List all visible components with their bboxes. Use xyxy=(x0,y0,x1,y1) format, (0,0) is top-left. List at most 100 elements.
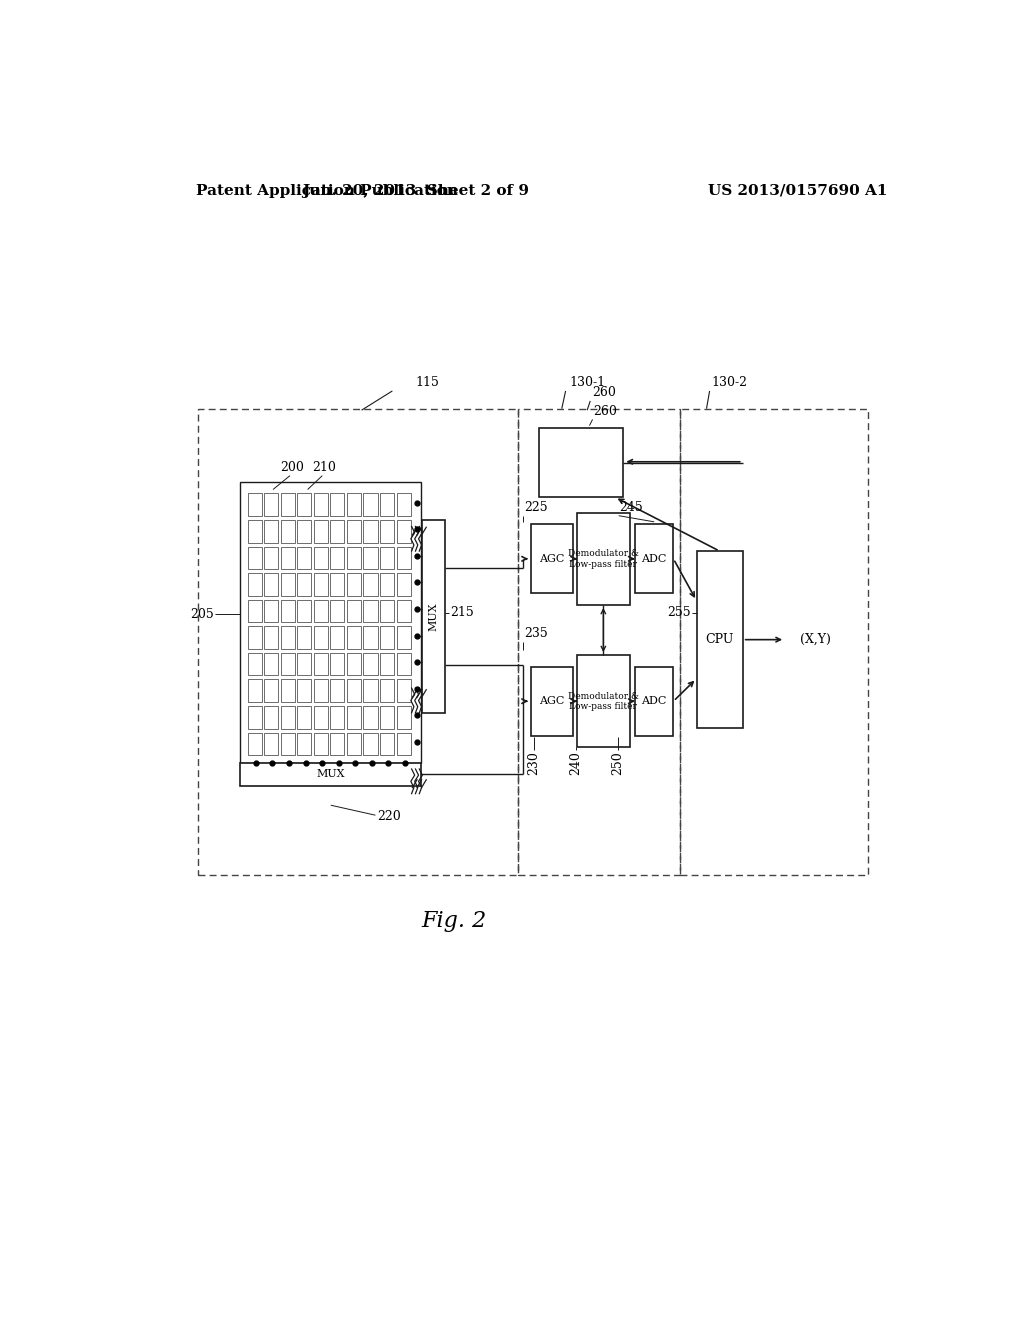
Bar xyxy=(347,546,361,569)
Bar xyxy=(248,546,262,569)
Bar xyxy=(539,428,624,498)
Bar xyxy=(313,680,328,702)
Text: 115: 115 xyxy=(416,376,439,389)
Text: 130-1: 130-1 xyxy=(569,376,605,389)
Bar xyxy=(680,409,868,875)
Bar xyxy=(380,520,394,543)
Text: Fig. 2: Fig. 2 xyxy=(421,909,486,932)
Bar xyxy=(396,599,411,622)
Text: US 2013/0157690 A1: US 2013/0157690 A1 xyxy=(708,183,888,198)
Text: 200: 200 xyxy=(281,461,304,474)
Bar xyxy=(331,626,344,649)
Bar xyxy=(380,494,394,516)
Bar xyxy=(281,626,295,649)
Bar xyxy=(635,524,674,594)
Bar xyxy=(364,626,378,649)
Text: 240: 240 xyxy=(569,751,582,775)
Text: MUX: MUX xyxy=(316,770,345,779)
Bar xyxy=(199,409,518,875)
Bar xyxy=(313,546,328,569)
Bar xyxy=(281,546,295,569)
Bar xyxy=(281,706,295,729)
Bar xyxy=(380,653,394,676)
Bar xyxy=(297,733,311,755)
Bar xyxy=(396,626,411,649)
Bar xyxy=(364,653,378,676)
Bar xyxy=(248,494,262,516)
Bar xyxy=(264,706,279,729)
Bar xyxy=(281,494,295,516)
Bar xyxy=(578,512,630,605)
Bar xyxy=(264,494,279,516)
Bar xyxy=(248,573,262,595)
Bar xyxy=(297,520,311,543)
Bar xyxy=(313,573,328,595)
Bar xyxy=(396,546,411,569)
Bar xyxy=(396,680,411,702)
Text: Patent Application Publication: Patent Application Publication xyxy=(196,183,458,198)
Bar xyxy=(281,653,295,676)
Bar xyxy=(380,733,394,755)
Bar xyxy=(281,680,295,702)
Bar xyxy=(313,626,328,649)
Text: 260: 260 xyxy=(593,405,617,418)
Bar xyxy=(347,733,361,755)
Bar xyxy=(347,599,361,622)
Bar xyxy=(396,494,411,516)
Bar xyxy=(248,626,262,649)
Bar xyxy=(281,573,295,595)
Bar xyxy=(364,520,378,543)
Bar xyxy=(518,409,680,875)
Bar xyxy=(364,494,378,516)
Bar xyxy=(364,573,378,595)
Text: 130-2: 130-2 xyxy=(712,376,748,389)
Bar xyxy=(396,573,411,595)
Bar xyxy=(364,599,378,622)
Text: AGC: AGC xyxy=(540,696,565,706)
Bar xyxy=(396,706,411,729)
Bar xyxy=(380,599,394,622)
Bar xyxy=(240,763,421,785)
Bar xyxy=(297,653,311,676)
Bar xyxy=(364,680,378,702)
Bar xyxy=(380,706,394,729)
Bar xyxy=(248,599,262,622)
Bar xyxy=(297,680,311,702)
Bar xyxy=(364,733,378,755)
Bar xyxy=(313,599,328,622)
Bar xyxy=(380,626,394,649)
Bar xyxy=(396,520,411,543)
Bar xyxy=(578,655,630,747)
Text: 225: 225 xyxy=(524,502,548,515)
Bar xyxy=(264,733,279,755)
Bar xyxy=(240,482,421,763)
Bar xyxy=(331,706,344,729)
Text: 215: 215 xyxy=(451,606,474,619)
Bar xyxy=(281,599,295,622)
Bar xyxy=(347,520,361,543)
Bar xyxy=(364,706,378,729)
Text: Jun. 20, 2013  Sheet 2 of 9: Jun. 20, 2013 Sheet 2 of 9 xyxy=(302,183,529,198)
Bar xyxy=(313,520,328,543)
Bar xyxy=(264,573,279,595)
Bar xyxy=(347,706,361,729)
Bar xyxy=(331,494,344,516)
Bar xyxy=(347,680,361,702)
Bar xyxy=(531,524,573,594)
Text: Demodulator &
Low-pass filter: Demodulator & Low-pass filter xyxy=(568,549,639,569)
Bar xyxy=(347,573,361,595)
Bar xyxy=(331,599,344,622)
Text: MUX: MUX xyxy=(428,602,438,631)
Bar xyxy=(264,520,279,543)
Text: 245: 245 xyxy=(620,502,643,515)
Bar xyxy=(331,680,344,702)
Bar xyxy=(347,626,361,649)
Bar xyxy=(396,733,411,755)
Text: CPU: CPU xyxy=(706,634,734,647)
Bar xyxy=(313,653,328,676)
Bar xyxy=(347,653,361,676)
Bar xyxy=(313,494,328,516)
Text: 255: 255 xyxy=(667,606,690,619)
Bar xyxy=(297,573,311,595)
Bar xyxy=(264,653,279,676)
